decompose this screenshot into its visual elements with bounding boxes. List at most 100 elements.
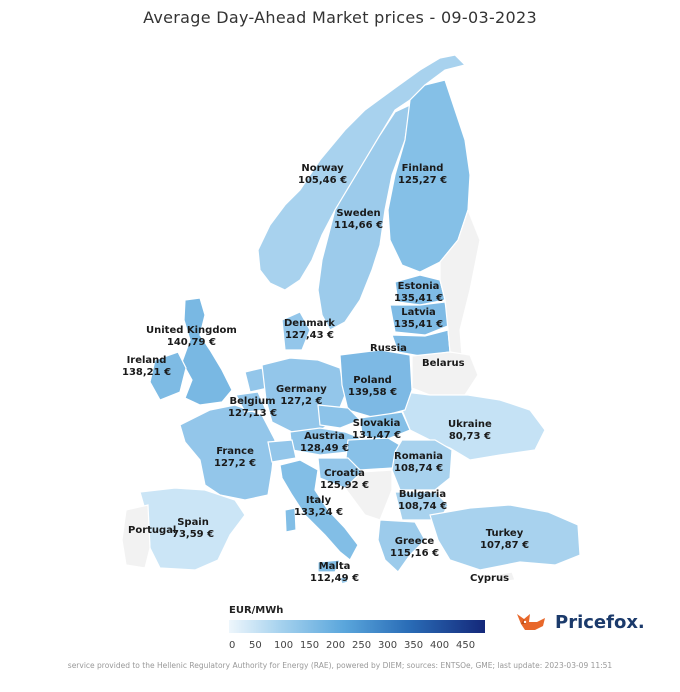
legend-tick: 350 xyxy=(404,640,424,651)
country-name: Poland xyxy=(353,375,392,386)
label-latvia: Latvia 135,41 € xyxy=(394,307,443,331)
label-denmark: Denmark 127,43 € xyxy=(284,318,335,342)
country-price: 139,58 € xyxy=(348,387,398,398)
region-denmark[interactable] xyxy=(281,311,311,351)
label-germany: Germany 127,2 € xyxy=(276,384,327,408)
country-price: 115,16 € xyxy=(390,548,440,559)
label-ukraine: Ukraine 80,73 € xyxy=(448,419,492,443)
region-czechia[interactable] xyxy=(317,404,362,429)
country-price: 135,41 € xyxy=(394,319,444,330)
country-name: Belgium xyxy=(229,396,276,407)
legend-tick: 450 xyxy=(456,640,476,651)
legend-tick: 400 xyxy=(430,640,450,651)
country-name: Turkey xyxy=(485,528,524,539)
region-france[interactable] xyxy=(179,404,276,501)
label-slovakia: Slovakia 131,47 € xyxy=(352,418,401,442)
region-balkans[interactable] xyxy=(344,469,393,521)
region-switzerland[interactable] xyxy=(267,439,297,463)
label-france: France 127,2 € xyxy=(214,446,256,470)
region-italy[interactable] xyxy=(279,459,359,561)
label-turkey: Turkey 107,87 € xyxy=(480,528,529,552)
country-price: 125,92 € xyxy=(320,480,370,491)
country-name: Ireland xyxy=(126,355,167,366)
country-price: 80,73 € xyxy=(448,431,491,442)
region-malta[interactable] xyxy=(339,575,349,585)
region-romania[interactable] xyxy=(391,439,453,491)
country-price: 127,13 € xyxy=(228,408,278,419)
country-price: 112,49 € xyxy=(310,573,360,584)
legend-tick: 0 xyxy=(229,640,236,651)
region-sardinia[interactable] xyxy=(284,507,297,533)
map-title: Average Day-Ahead Market prices - 09-03-… xyxy=(143,8,537,27)
fox-icon xyxy=(517,614,545,630)
country-name: Greece xyxy=(394,536,435,547)
country-name: Sweden xyxy=(336,208,381,219)
country-name: Germany xyxy=(276,384,327,395)
region-cyprus[interactable] xyxy=(494,571,516,583)
country-name: Austria xyxy=(304,431,345,442)
country-name: United Kingdom xyxy=(146,325,237,336)
legend-tick: 150 xyxy=(300,640,320,651)
country-name: Italy xyxy=(305,495,332,506)
country-price: 107,87 € xyxy=(480,540,530,551)
country-name: Norway xyxy=(301,163,344,174)
label-italy: Italy 133,24 € xyxy=(294,495,343,519)
legend-tick: 200 xyxy=(326,640,346,651)
region-sweden[interactable] xyxy=(317,103,411,331)
country-price: 140,79 € xyxy=(166,337,216,348)
legend-tick: 100 xyxy=(274,640,294,651)
legend-tick: 50 xyxy=(249,640,262,651)
label-norway: Norway 105,46 € xyxy=(298,163,347,187)
logo-text: Pricefox. xyxy=(555,611,645,633)
label-greece: Greece 115,16 € xyxy=(390,536,439,560)
country-name: Romania xyxy=(394,451,444,462)
region-poland[interactable] xyxy=(339,349,413,419)
region-belarus[interactable] xyxy=(411,351,479,396)
region-belgium[interactable] xyxy=(235,391,267,413)
country-price: 108,74 € xyxy=(398,501,448,512)
legend-tick: 250 xyxy=(352,640,372,651)
region-ireland[interactable] xyxy=(149,351,187,401)
region-slovakia[interactable] xyxy=(359,411,411,441)
region-russia[interactable] xyxy=(439,208,481,356)
label-spain: Spain 73,59 € xyxy=(172,517,214,541)
label-belarus: Belarus xyxy=(422,358,465,370)
country-name: Belarus xyxy=(422,358,465,369)
label-austria: Austria 128,49 € xyxy=(300,431,349,455)
region-portugal[interactable] xyxy=(121,504,151,569)
region-greece[interactable] xyxy=(377,519,426,573)
label-russia: Russia xyxy=(370,343,407,355)
country-name: Cyprus xyxy=(470,573,510,584)
region-turkey[interactable] xyxy=(429,504,581,571)
label-malta: Malta 112,49 € xyxy=(310,561,359,585)
legend-tick: 300 xyxy=(378,640,398,651)
country-price: 138,21 € xyxy=(122,367,172,378)
country-price: 108,74 € xyxy=(394,463,444,474)
legend-color-scale xyxy=(229,620,485,633)
country-price: 127,43 € xyxy=(284,330,334,341)
region-united-kingdom[interactable] xyxy=(181,297,233,406)
label-croatia: Croatia 125,92 € xyxy=(320,468,369,492)
country-name: Estonia xyxy=(397,281,440,292)
pricefox-logo[interactable]: Pricefox. xyxy=(515,610,645,634)
country-price: 135,41 € xyxy=(394,293,444,304)
label-cyprus: Cyprus xyxy=(470,573,509,585)
country-price: 133,24 € xyxy=(294,507,344,518)
country-name: Croatia xyxy=(324,468,365,479)
country-name: Ukraine xyxy=(448,419,492,430)
country-name: Spain xyxy=(177,517,209,528)
country-price: 105,46 € xyxy=(298,175,348,186)
country-price: 114,66 € xyxy=(334,220,384,231)
label-bulgaria: Bulgaria 108,74 € xyxy=(398,489,447,513)
country-name: Malta xyxy=(318,561,351,572)
country-name: France xyxy=(216,446,254,457)
label-finland: Finland 125,27 € xyxy=(398,163,447,187)
country-name: Slovakia xyxy=(352,418,401,429)
legend-unit: EUR/MWh xyxy=(229,605,284,616)
country-price: 73,59 € xyxy=(172,529,215,540)
country-name: Finland xyxy=(401,163,444,174)
country-price: 127,2 € xyxy=(280,396,323,407)
country-price: 125,27 € xyxy=(398,175,448,186)
region-sicily[interactable] xyxy=(317,559,341,573)
